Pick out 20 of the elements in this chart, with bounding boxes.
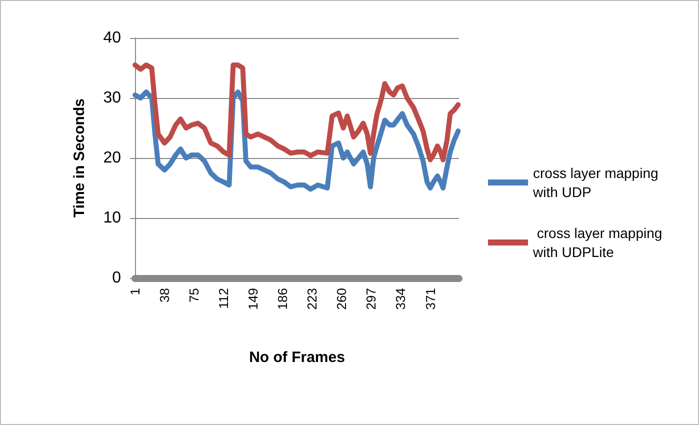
y-tick-label: 10 bbox=[103, 210, 122, 226]
x-tick-label: 75 bbox=[186, 288, 202, 302]
x-tick-label: 371 bbox=[422, 288, 438, 310]
x-tick-label: 149 bbox=[246, 288, 261, 310]
x-tick-label: 186 bbox=[275, 288, 290, 310]
y-tick-label: 30 bbox=[103, 90, 122, 106]
y-tick-label: 40 bbox=[103, 30, 122, 46]
x-tick-label: 38 bbox=[157, 288, 172, 302]
x-axis-title: No of Frames bbox=[249, 349, 345, 366]
y-tick-label: 20 bbox=[103, 150, 122, 166]
x-tick-label: 112 bbox=[216, 288, 232, 309]
legend-label: cross layer mapping with UDP bbox=[532, 165, 662, 200]
x-tick-label: 260 bbox=[334, 288, 350, 310]
x-tick-label: 1 bbox=[128, 288, 142, 296]
x-tick-label: 223 bbox=[304, 288, 320, 310]
x-tick-label: 334 bbox=[393, 288, 408, 310]
y-tick-label: 0 bbox=[112, 270, 122, 286]
x-tick-label: 297 bbox=[364, 288, 379, 310]
legend-label: cross layer mapping with UDPLite bbox=[532, 225, 666, 260]
y-axis-title: Time in Seconds bbox=[71, 98, 88, 218]
